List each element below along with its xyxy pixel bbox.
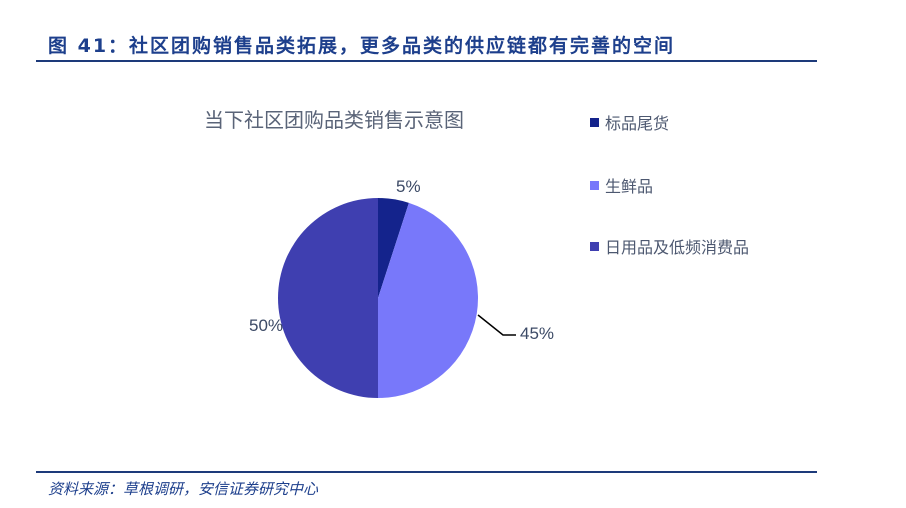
legend-label: 生鲜品 xyxy=(605,177,654,196)
slice-label-riyong: 50% xyxy=(249,316,284,335)
pie-slice xyxy=(278,198,378,398)
legend-swatch xyxy=(590,241,599,251)
legend-swatch xyxy=(590,117,599,127)
legend-label: 标品尾货 xyxy=(605,114,670,133)
slice-label-biaopin: 5% xyxy=(396,177,421,196)
legend-swatch xyxy=(590,180,599,190)
pie-slice xyxy=(378,202,478,398)
legend-item-riyong: 日用品及低频消费品 xyxy=(590,234,749,258)
title-divider xyxy=(36,60,817,62)
pie-slices xyxy=(278,198,478,398)
slice-label-shengxian: 45% xyxy=(520,324,555,343)
source-note: 资料来源：草根调研，安信证券研究中心 xyxy=(48,480,319,498)
pie-slice xyxy=(378,198,409,298)
legend-label: 日用品及低频消费品 xyxy=(605,238,750,257)
chart-title: 当下社区团购品类销售示意图 xyxy=(204,108,464,132)
figure-title: 图 41：社区团购销售品类拓展，更多品类的供应链都有完善的空间 xyxy=(48,35,676,57)
footer-divider xyxy=(36,471,817,473)
legend-item-biaopin: 标品尾货 xyxy=(590,110,669,134)
leader-line xyxy=(477,314,516,336)
legend-item-shengxian: 生鲜品 xyxy=(590,173,653,197)
